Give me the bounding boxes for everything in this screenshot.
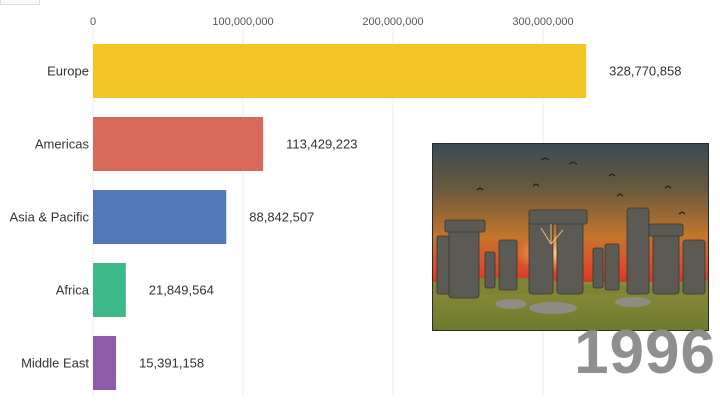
value-labels: 328,770,858 113,429,223 88,842,507 21,849,5… <box>139 64 681 371</box>
x-tick-label: 0 <box>90 16 96 28</box>
category-label: Americas <box>35 137 90 152</box>
category-labels: Europe Americas Asia & Pacific Africa Middle… <box>10 64 90 371</box>
category-label: Europe <box>47 64 89 79</box>
corner-mark <box>0 0 40 5</box>
bar <box>93 44 587 98</box>
value-label: 15,391,158 <box>139 356 204 371</box>
stonehenge-photo <box>432 143 709 331</box>
x-tick-label: 200,000,000 <box>362 16 423 28</box>
category-label: Africa <box>56 283 90 298</box>
stonehenge-icon <box>433 144 708 330</box>
bar <box>93 190 227 244</box>
value-label: 88,842,507 <box>249 210 314 225</box>
category-label: Middle East <box>21 356 89 371</box>
value-label: 113,429,223 <box>286 137 357 152</box>
year-label: 1996 <box>574 318 716 387</box>
x-tick-label: 300,000,000 <box>512 16 573 28</box>
bar <box>93 117 264 171</box>
bar <box>93 336 117 390</box>
bars <box>93 44 587 390</box>
value-label: 21,849,564 <box>149 283 214 298</box>
category-label: Asia & Pacific <box>10 210 90 225</box>
x-axis-ticks: 0 100,000,000 200,000,000 300,000,000 <box>90 16 574 28</box>
x-tick-label: 100,000,000 <box>212 16 273 28</box>
bar <box>93 263 126 317</box>
value-label: 328,770,858 <box>609 64 681 79</box>
